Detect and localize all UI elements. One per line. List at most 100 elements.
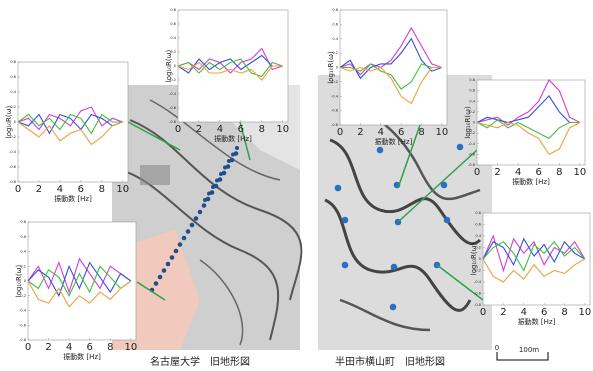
y-axis-label: log₁₀R(ω)	[464, 106, 472, 139]
y-tick-label: 0	[479, 257, 481, 261]
site-dot	[198, 210, 203, 215]
site-dot	[227, 159, 231, 163]
x-tick-label: 10	[124, 342, 137, 353]
x-tick-label: 4	[515, 167, 521, 178]
y-tick-label: 0.8	[475, 211, 481, 215]
x-tick-label: 10	[579, 307, 592, 318]
x-tick-label: 10	[116, 184, 129, 195]
y-tick-label: 0.6	[170, 22, 176, 26]
site-dot	[154, 281, 159, 286]
x-axis-label: 振動数 [Hz]	[512, 177, 550, 186]
y-tick-label: -0.6	[331, 109, 338, 113]
x-tick-label: 0	[175, 124, 181, 135]
x-tick-label: 0	[480, 307, 486, 318]
y-axis-label: log₁₀R(ω)	[5, 106, 13, 139]
y-tick-label: -0.4	[331, 94, 339, 98]
y-tick-label: 0.8	[20, 220, 26, 224]
map-caption: 半田市横山町 旧地形図	[335, 355, 445, 368]
y-axis-label: log₁₀R(ω)	[165, 50, 173, 83]
y-tick-label: 0	[24, 279, 26, 283]
site-dot	[211, 185, 215, 189]
y-tick-label: 0.8	[10, 60, 16, 64]
y-tick-label: -0.6	[169, 106, 176, 110]
site-dot	[223, 166, 227, 170]
left-map	[112, 85, 301, 350]
y-tick-label: 0.4	[170, 36, 176, 40]
site-dot	[190, 223, 195, 228]
y-tick-label: 0.6	[10, 75, 16, 79]
y-tick-label: -0.4	[19, 309, 27, 313]
y-tick-label: 0	[14, 120, 16, 124]
x-axis-label: 振動数 [Hz]	[375, 137, 413, 146]
x-tick-label: 8	[259, 124, 265, 135]
site-dot	[391, 264, 398, 271]
x-axis-label: 振動数 [Hz]	[518, 317, 556, 326]
y-tick-label: 0.4	[20, 250, 26, 254]
x-tick-label: 6	[541, 307, 547, 318]
x-tick-label: 10	[276, 124, 289, 135]
y-tick-label: 0	[174, 64, 176, 68]
x-tick-label: 4	[217, 124, 223, 135]
site-dot	[174, 249, 179, 254]
site-dot	[194, 216, 199, 221]
y-tick-label: -0.6	[9, 165, 16, 169]
y-tick-label: -0.6	[468, 152, 475, 156]
site-dot	[158, 275, 163, 280]
site-dot	[335, 185, 342, 192]
site-dot	[166, 262, 171, 267]
y-tick-label: -0.4	[9, 150, 17, 154]
y-tick-label: 0.6	[469, 89, 475, 93]
x-tick-label: 6	[398, 127, 404, 138]
x-tick-label: 10	[573, 167, 586, 178]
site-dot	[207, 192, 211, 196]
y-axis-label: log₁₀R(ω)	[327, 51, 335, 84]
y-axis-label: log₁₀R(ω)	[15, 265, 23, 298]
x-tick-label: 2	[36, 184, 42, 195]
x-tick-label: 2	[196, 124, 202, 135]
site-dot	[444, 217, 451, 224]
site-dot	[202, 203, 207, 208]
y-tick-label: -0.4	[474, 280, 482, 284]
x-tick-label: 6	[87, 342, 93, 353]
site-dot	[342, 262, 349, 269]
x-tick-label: 6	[536, 167, 542, 178]
y-tick-label: 0.4	[475, 234, 481, 238]
y-tick-label: 0	[336, 66, 338, 70]
y-tick-label: 0.8	[469, 78, 475, 82]
scale-label: 100m	[519, 346, 539, 354]
y-tick-label: -0.4	[169, 92, 177, 96]
x-axis-label: 振動数 [Hz]	[63, 352, 101, 361]
plot-area	[483, 213, 590, 305]
map-caption: 名古屋大学 旧地形図	[150, 355, 250, 368]
figure: 名古屋大学 旧地形図 半田市横山町 旧地形図 0 100m -0.8-0.6-0…	[0, 0, 593, 371]
y-tick-label: -0.4	[468, 142, 476, 146]
y-tick-label: -0.6	[19, 323, 26, 327]
y-tick-label: 0	[473, 121, 475, 125]
x-tick-label: 8	[418, 127, 424, 138]
y-tick-label: 0.4	[10, 90, 16, 94]
site-dot	[178, 242, 183, 247]
y-tick-label: 0.8	[332, 8, 338, 12]
x-tick-label: 8	[107, 342, 113, 353]
site-dot	[186, 229, 191, 234]
y-tick-label: 0.4	[469, 99, 475, 103]
x-tick-label: 2	[500, 307, 506, 318]
x-tick-label: 4	[57, 184, 63, 195]
y-tick-label: -0.6	[474, 292, 481, 296]
x-tick-label: 2	[357, 127, 363, 138]
x-tick-label: 6	[78, 184, 84, 195]
site-dot	[235, 146, 239, 150]
x-tick-label: 4	[378, 127, 384, 138]
site-dot	[182, 236, 187, 241]
x-tick-label: 6	[238, 124, 244, 135]
site-dot	[219, 172, 223, 176]
x-tick-label: 8	[561, 307, 567, 318]
site-dot	[162, 268, 167, 273]
x-tick-label: 8	[99, 184, 105, 195]
y-tick-label: 0.6	[475, 223, 481, 227]
site-dot	[231, 153, 235, 157]
x-tick-label: 0	[25, 342, 31, 353]
x-tick-label: 2	[494, 167, 500, 178]
site-dot	[377, 147, 384, 154]
